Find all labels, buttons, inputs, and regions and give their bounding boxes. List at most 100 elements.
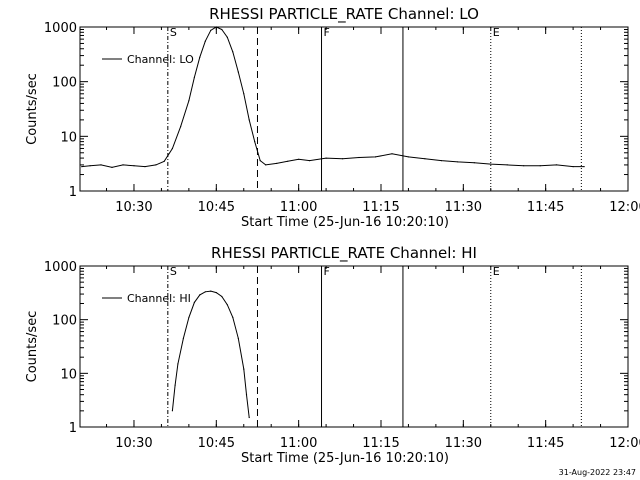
data-point bbox=[226, 304, 228, 306]
x-tick-label: 11:15 bbox=[362, 200, 399, 215]
y-tick-label: 1000 bbox=[44, 260, 77, 275]
data-point bbox=[204, 291, 206, 293]
data-point bbox=[180, 126, 182, 128]
y-tick-label: 1 bbox=[69, 185, 77, 200]
plot-timestamp: 31-Aug-2022 23:47 bbox=[559, 468, 636, 477]
data-point bbox=[440, 160, 442, 162]
x-tick-label: 11:45 bbox=[527, 436, 564, 451]
data-point bbox=[210, 290, 212, 292]
data-point bbox=[193, 301, 195, 303]
data-point bbox=[298, 158, 300, 160]
data-point bbox=[265, 164, 267, 166]
x-tick-label: 11:30 bbox=[445, 436, 482, 451]
x-tick-label: 11:45 bbox=[527, 200, 564, 215]
lo-channel-panel: RHESSI PARTICLE_RATE Channel: LO 10:30 10:… bbox=[25, 5, 640, 230]
data-point bbox=[188, 100, 190, 102]
data-point bbox=[221, 295, 223, 298]
hi-channel-panel: RHESSI PARTICLE_RATE Channel: HI 10:30 10:… bbox=[25, 244, 640, 466]
data-point bbox=[583, 166, 585, 168]
data-point bbox=[358, 156, 360, 159]
data-point bbox=[523, 165, 525, 167]
data-point bbox=[374, 156, 377, 158]
data-point bbox=[122, 164, 124, 166]
x-tick-label: 11:00 bbox=[280, 436, 317, 451]
x-axis-label: Start Time (25-Jun-16 10:20:10) bbox=[241, 451, 449, 466]
legend-label: Channel: HI bbox=[127, 292, 191, 305]
x-tick-label: 11:00 bbox=[280, 200, 317, 215]
data-point bbox=[325, 157, 327, 159]
series-line bbox=[81, 26, 585, 168]
data-point bbox=[215, 292, 217, 294]
x-tick-label: 11:15 bbox=[362, 436, 399, 451]
y-axis-label: Counts/sec bbox=[25, 311, 40, 383]
y-axis-label: Counts/sec bbox=[25, 73, 40, 145]
data-point bbox=[210, 29, 212, 31]
data-point bbox=[232, 51, 234, 53]
data-point bbox=[243, 93, 245, 95]
data-point bbox=[171, 147, 173, 150]
data-point bbox=[237, 71, 239, 73]
data-point bbox=[193, 76, 195, 78]
y-tick-label: 1 bbox=[69, 421, 77, 436]
data-point bbox=[171, 410, 173, 412]
series-line bbox=[171, 290, 250, 418]
data-point bbox=[204, 40, 206, 42]
y-tick-label: 10 bbox=[60, 130, 77, 145]
data-point bbox=[342, 158, 344, 160]
data-point bbox=[226, 36, 228, 38]
time-marker-label: E bbox=[493, 26, 500, 39]
y-tick-label: 100 bbox=[52, 314, 77, 329]
data-point bbox=[391, 153, 393, 155]
x-tick-label: 10:30 bbox=[115, 436, 152, 451]
plot-frame bbox=[79, 26, 629, 192]
x-tick-label: 12:00 bbox=[609, 200, 640, 215]
data-point bbox=[111, 166, 113, 168]
time-marker-label: F bbox=[324, 265, 330, 278]
time-marker-label: S bbox=[170, 265, 177, 278]
data-point bbox=[215, 26, 217, 28]
data-point bbox=[232, 316, 234, 318]
data-point bbox=[473, 162, 475, 164]
data-point bbox=[276, 162, 278, 164]
data-point bbox=[248, 119, 250, 121]
data-point bbox=[237, 337, 239, 339]
x-tick-label: 10:45 bbox=[198, 436, 235, 451]
y-tick-label: 10 bbox=[60, 367, 77, 382]
data-point bbox=[155, 164, 157, 166]
time-marker-label: S bbox=[170, 26, 177, 39]
data-point bbox=[199, 56, 201, 58]
data-point bbox=[309, 160, 311, 162]
legend-label: Channel: LO bbox=[127, 53, 194, 66]
data-point bbox=[81, 166, 83, 168]
data-point bbox=[100, 164, 102, 166]
data-point bbox=[144, 166, 146, 168]
time-marker-label: F bbox=[324, 26, 330, 39]
x-tick-label: 10:30 bbox=[115, 200, 152, 215]
data-point bbox=[556, 164, 558, 166]
y-tick-label: 100 bbox=[52, 76, 77, 91]
data-point bbox=[424, 158, 426, 160]
data-point bbox=[407, 156, 409, 158]
y-tick-label: 1000 bbox=[44, 21, 77, 36]
data-point bbox=[254, 141, 256, 143]
data-point bbox=[89, 165, 91, 167]
data-point bbox=[174, 384, 176, 386]
data-point bbox=[182, 337, 184, 339]
data-point bbox=[572, 166, 574, 168]
x-tick-label: 12:00 bbox=[609, 436, 640, 451]
data-point bbox=[133, 165, 135, 167]
chart-title: RHESSI PARTICLE_RATE Channel: LO bbox=[209, 5, 479, 24]
x-tick-label: 11:30 bbox=[445, 200, 482, 215]
data-point bbox=[245, 394, 248, 396]
data-point bbox=[506, 164, 508, 166]
data-point bbox=[539, 165, 541, 167]
data-point bbox=[248, 416, 250, 419]
plot-frame bbox=[79, 265, 629, 428]
chart-title: RHESSI PARTICLE_RATE Channel: HI bbox=[211, 244, 477, 263]
time-marker-label: E bbox=[493, 265, 500, 278]
data-point bbox=[287, 160, 289, 162]
data-point bbox=[188, 316, 190, 318]
x-axis-label: Start Time (25-Jun-16 10:20:10) bbox=[241, 215, 449, 230]
data-point bbox=[163, 160, 165, 162]
data-point bbox=[177, 363, 179, 365]
